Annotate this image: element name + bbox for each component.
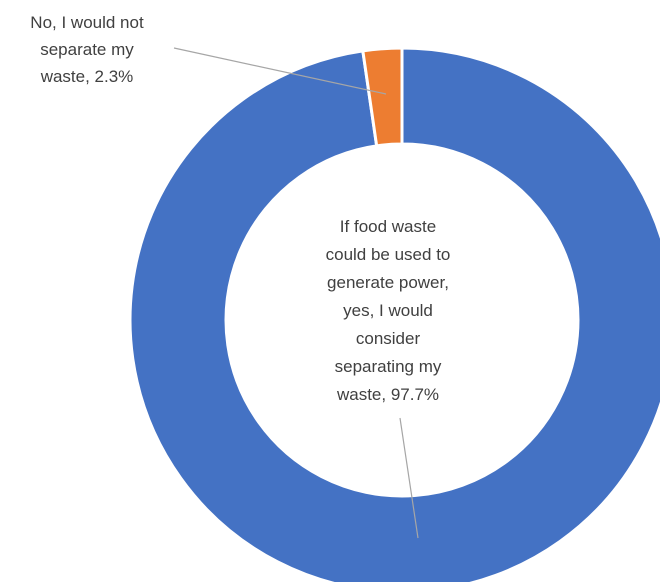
leader-lines — [173, 47, 419, 539]
data-label-line: could be used to — [326, 245, 451, 264]
data-label-line: separate my — [40, 40, 134, 59]
data-label-line: yes, I would — [343, 301, 433, 320]
leader-line-no — [173, 47, 387, 95]
donut-slices — [128, 46, 660, 582]
donut-slice-yes — [128, 46, 660, 582]
leader-line-yes — [399, 417, 419, 539]
data-label-line: No, I would not — [30, 13, 144, 32]
data-label-line: consider — [356, 329, 421, 348]
data-label-no: No, I would not separate my waste, 2.3% — [30, 13, 144, 86]
data-label-line: separating my — [335, 357, 442, 376]
data-label-line: waste, 2.3% — [40, 67, 134, 86]
data-label-yes: If food waste could be used to generate po… — [326, 217, 451, 404]
data-labels: If food waste could be used to generate po… — [30, 13, 450, 404]
data-label-line: If food waste — [340, 217, 436, 236]
data-label-line: generate power, — [327, 273, 449, 292]
donut-slice-no — [361, 46, 404, 148]
data-label-line: waste, 97.7% — [336, 385, 439, 404]
